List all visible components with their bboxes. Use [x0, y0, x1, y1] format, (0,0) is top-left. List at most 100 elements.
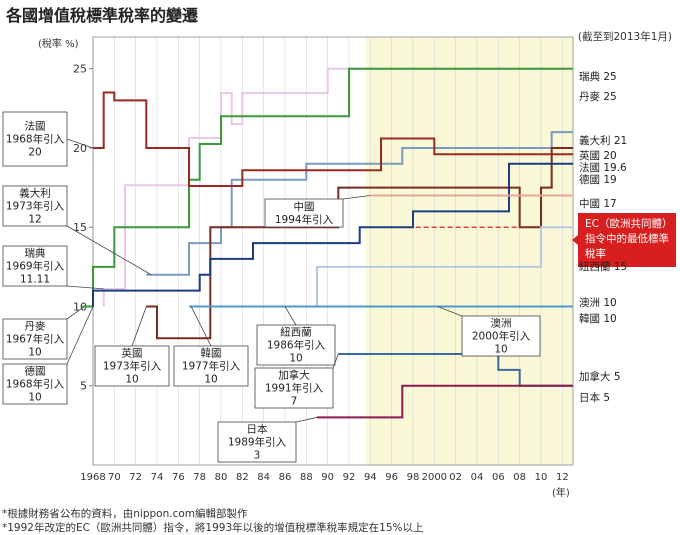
callout-box: [2, 245, 68, 287]
plot-frame: [92, 36, 574, 466]
y-axis-label: (稅率 %): [38, 37, 79, 50]
x-tick-label: 92: [343, 472, 356, 483]
end-label-德國: 德國 19: [579, 173, 617, 186]
callout-text: 10: [494, 344, 507, 356]
callout-text: 法國: [25, 120, 46, 133]
callout-connector: [66, 225, 152, 276]
callout-text: 1969年引入: [6, 260, 65, 273]
source-note: *根據財務省公布的資料，由nippon.com編輯部製作: [2, 508, 248, 520]
end-label-韓國: 韓國 10: [579, 313, 617, 325]
x-tick-label: 90: [321, 472, 334, 483]
end-label-中國: 中國 17: [579, 197, 617, 210]
callout-box: [461, 315, 541, 357]
callout-box: [2, 111, 68, 167]
callout-box: [173, 345, 249, 387]
callout-connector: [437, 306, 463, 317]
callout-text: 2000年引入: [472, 330, 531, 343]
x-tick-label: 94: [364, 472, 377, 483]
x-tick-label: 12: [556, 472, 569, 483]
as-of-label: (截至到2013年1月): [578, 30, 672, 43]
callout-text: 10: [204, 374, 217, 386]
x-tick-label: 98: [407, 472, 420, 483]
series-line-德國: [92, 162, 573, 307]
end-label-紐西蘭: 紐西蘭 15: [579, 260, 627, 273]
x-tick-label: 74: [151, 472, 164, 483]
series-line-丹麥: [82, 67, 573, 308]
callout-box: [217, 421, 297, 463]
end-label-英國: 英國 20: [579, 149, 617, 162]
callout-text: 3: [254, 450, 261, 462]
x-axis-label: (年): [552, 486, 570, 499]
chart-title: 各國增值稅標準稅率的變遷: [6, 6, 199, 25]
x-tick-label: 80: [215, 472, 228, 483]
callout-connector: [131, 306, 147, 347]
x-tick-label: 72: [129, 472, 142, 483]
callout-text: 義大利: [19, 187, 51, 200]
callout-connector: [190, 306, 212, 347]
callout-connector: [295, 417, 318, 423]
callout-connector: [66, 138, 94, 149]
x-tick-label: 96: [385, 472, 398, 483]
end-label-義大利: 義大利 21: [579, 134, 627, 147]
callout-text: 1991年引入: [265, 382, 324, 395]
callout-box: [264, 198, 344, 228]
x-tick-label: 08: [513, 472, 526, 483]
callout-text: 1986年引入: [267, 339, 326, 352]
callout-text: 中國: [294, 200, 315, 213]
y-tick-label: 20: [73, 142, 87, 155]
callout-box: [2, 318, 68, 360]
callout-text: 丹麥: [25, 320, 46, 333]
callout-text: 瑞典: [25, 247, 46, 260]
end-label-加拿大: 加拿大 5: [579, 370, 621, 383]
y-tick-label: 5: [80, 380, 87, 393]
y-tick-label: 15: [73, 221, 87, 234]
callout-connector: [332, 353, 339, 369]
ec-callout-pointer: [572, 235, 578, 245]
callout-text: 1968年引入: [6, 133, 65, 146]
callout-connector: [66, 306, 94, 365]
x-tick-label: 78: [193, 472, 206, 483]
callout-text: 10: [28, 347, 41, 359]
ec-callout-text: EC（歐洲共同體）: [585, 217, 672, 230]
callout-text: 澳洲: [491, 317, 512, 330]
callout-text: 日本: [247, 423, 268, 436]
series-line-瑞典: [102, 67, 573, 307]
series-line-日本: [317, 384, 573, 419]
callout-connector: [66, 306, 85, 320]
callout-text: 1973年引入: [103, 360, 162, 373]
end-label-澳洲: 澳洲 10: [579, 296, 617, 309]
callout-box: [2, 363, 68, 405]
x-tick-label: 88: [300, 472, 313, 483]
x-tick-label: 2000: [422, 472, 447, 483]
x-tick-label: 84: [257, 472, 270, 483]
callout-text: 1967年引入: [6, 333, 65, 346]
callout-text: 20: [28, 147, 41, 159]
callout-text: 1994年引入: [275, 213, 334, 226]
callout-box: [254, 367, 334, 409]
series-line-英國: [146, 147, 573, 340]
x-tick-label: 82: [236, 472, 249, 483]
end-label-丹麥: 丹麥 25: [579, 90, 617, 103]
callout-text: 紐西蘭: [280, 326, 312, 339]
callout-text: 加拿大: [278, 369, 310, 382]
callout-text: 12: [28, 214, 41, 226]
callout-text: 10: [289, 353, 302, 365]
callout-text: 1968年引入: [6, 378, 65, 391]
callout-text: 10: [28, 392, 41, 404]
x-tick-label: 86: [279, 472, 292, 483]
x-tick-label: 76: [172, 472, 185, 483]
y-tick-label: 25: [73, 63, 87, 76]
x-tick-label: 06: [492, 472, 505, 483]
x-tick-label: 70: [108, 472, 121, 483]
callout-text: 10: [125, 374, 138, 386]
ec-directive-note: *1992年改定的EC（歐洲共同體）指令，將1993年以後的增值稅標準稅率規定在…: [2, 522, 424, 534]
callout-text: 1977年引入: [182, 360, 241, 373]
callout-box: [256, 324, 336, 366]
ec-callout-text: 稅率: [585, 247, 606, 260]
callout-connector: [284, 306, 297, 326]
callout-connector: [66, 285, 104, 290]
callout-text: 德國: [25, 365, 46, 378]
callout-connector: [342, 195, 371, 200]
highlight-region: [366, 37, 573, 465]
